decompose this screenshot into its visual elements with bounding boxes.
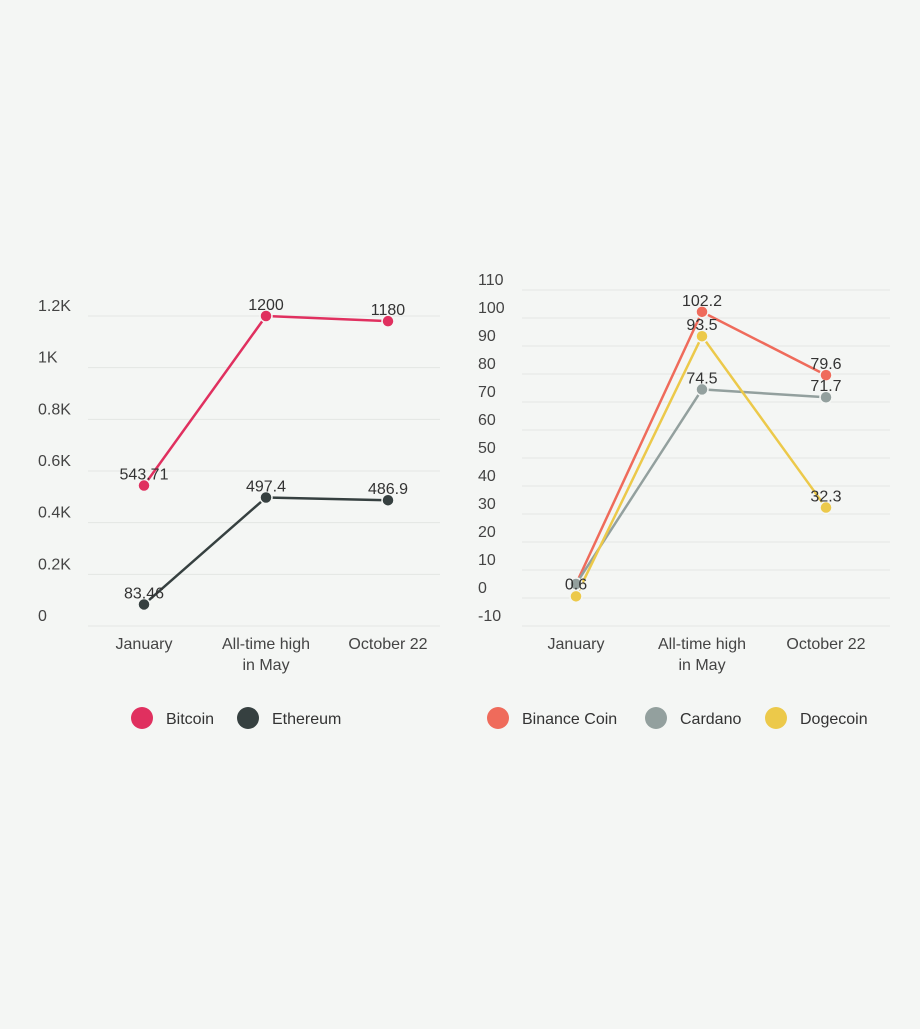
data-label-bitcoin: 543.71 (120, 467, 169, 484)
data-label-binance-coin: 102.2 (682, 293, 722, 310)
series-line-cardano (574, 388, 827, 585)
series-line-binance-coin (574, 310, 827, 585)
y-tick-label: 70 (478, 384, 496, 401)
legend-swatch-binance-coin (487, 707, 509, 729)
data-point-dogecoin (695, 329, 709, 343)
y-tick-label: 40 (478, 468, 496, 485)
y-tick-label: 10 (478, 552, 496, 569)
y-tick-label: 0 (38, 608, 47, 625)
legend-swatch-bitcoin (131, 707, 153, 729)
data-point-binance-coin (695, 305, 709, 319)
data-point-cardano (695, 382, 709, 397)
x-category-label: January (116, 636, 173, 653)
legend-swatch-ethereum (237, 707, 259, 729)
y-tick-label: 50 (478, 440, 496, 457)
data-point-ethereum (381, 493, 395, 507)
series-line-bitcoin (142, 314, 389, 487)
data-label-dogecoin: 93.5 (686, 317, 717, 334)
legend-label-ethereum: Ethereum (272, 711, 341, 728)
data-point-bitcoin (381, 314, 395, 328)
data-label-cardano: 71.7 (810, 378, 841, 395)
data-point-binance-coin (819, 368, 833, 382)
legend-label-cardano: Cardano (680, 711, 741, 728)
series-line-ethereum (143, 496, 389, 606)
data-point-ethereum (137, 597, 151, 612)
data-label-dogecoin: 0.6 (565, 576, 587, 593)
x-category-label: in May (242, 657, 289, 674)
x-category-label: All-time high (658, 636, 746, 653)
y-tick-label: 0.6K (38, 453, 71, 470)
legend-label-dogecoin: Dogecoin (800, 711, 868, 728)
legend-label-bitcoin: Bitcoin (166, 711, 214, 728)
y-tick-label: 30 (478, 496, 496, 513)
chart-1: 0 0.2K 0.4K 0.6K 0.8K 1K 1.2K January All-time h… (38, 297, 440, 729)
y-tick-label: 1K (38, 350, 58, 367)
data-label-dogecoin: 32.3 (810, 489, 841, 506)
data-point-cardano (819, 390, 833, 404)
data-label-ethereum: 497.4 (246, 479, 286, 496)
data-label-bitcoin: 1200 (248, 297, 284, 314)
data-point-bitcoin (137, 478, 151, 493)
x-category-label: January (548, 636, 605, 653)
y-tick-label: -10 (478, 608, 501, 625)
y-tick-label: 110 (478, 272, 504, 289)
legend-swatch-cardano (645, 707, 667, 729)
data-point-bitcoin (259, 309, 273, 323)
y-tick-label: 90 (478, 328, 496, 345)
y-tick-label: 0 (478, 580, 487, 597)
x-category-label: October 22 (348, 636, 427, 653)
data-point-dogecoin (819, 500, 833, 515)
data-label-cardano: 74.5 (686, 370, 717, 387)
y-tick-label: 0.2K (38, 556, 71, 573)
x-category-label: in May (678, 657, 725, 674)
y-tick-label: 80 (478, 356, 496, 373)
data-point-dogecoin (569, 589, 583, 604)
legend-label-binance-coin: Binance Coin (522, 711, 617, 728)
data-label-bitcoin: 1180 (371, 302, 406, 319)
legend-swatch-dogecoin (765, 707, 787, 729)
y-tick-label: 60 (478, 412, 496, 429)
y-tick-label: 0.4K (38, 505, 71, 522)
x-category-label: All-time high (222, 636, 310, 653)
y-tick-label: 20 (478, 524, 496, 541)
chart-2: -10 0 10 20 30 40 50 60 70 80 90 100 110 January All-t… (478, 272, 890, 729)
data-label-binance-coin: 79.6 (810, 356, 841, 373)
y-tick-label: 0.8K (38, 401, 71, 418)
x-category-label: October 22 (786, 636, 865, 653)
data-point-ethereum (259, 490, 273, 505)
y-tick-label: 100 (478, 300, 505, 317)
y-tick-label: 1.2K (38, 298, 71, 315)
data-label-ethereum: 83.46 (124, 585, 164, 602)
data-label-ethereum: 486.9 (368, 481, 408, 498)
